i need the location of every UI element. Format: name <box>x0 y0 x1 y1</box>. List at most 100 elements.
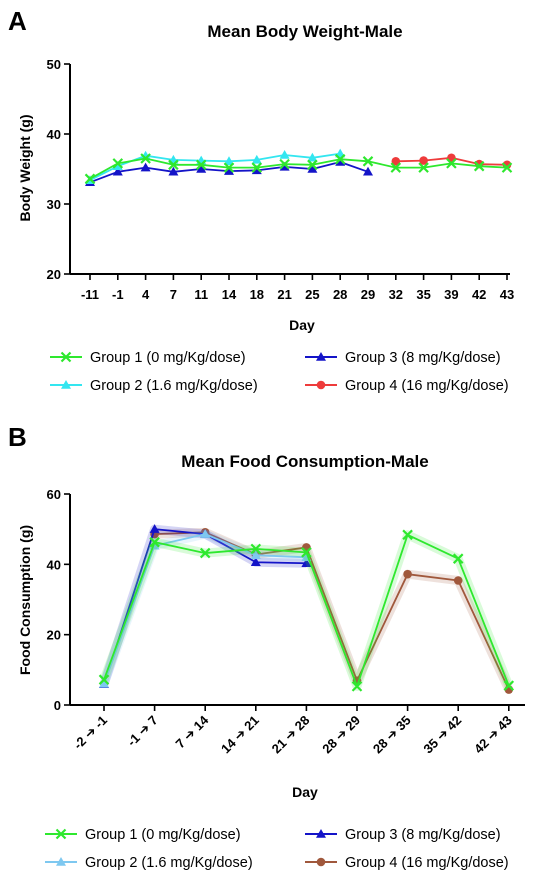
data-point <box>250 543 262 555</box>
x-tick-label: 14 <box>222 287 237 302</box>
x-tick-label: 28 ➔ 35 <box>370 713 414 757</box>
y-tick-label: 20 <box>47 628 61 643</box>
data-point <box>196 164 207 173</box>
x-tick-label: 25 <box>305 287 319 302</box>
data-point <box>307 152 318 162</box>
legend-marker <box>316 352 326 361</box>
panel-a-y-axis-label: Body Weight (g) <box>17 114 33 221</box>
data-point <box>452 553 464 564</box>
x-tick-label: 18 <box>250 287 264 302</box>
x-tick-label: -11 <box>81 287 99 302</box>
data-point <box>307 164 318 173</box>
data-point <box>112 161 123 170</box>
x-tick-label: 32 <box>389 287 403 302</box>
legend-item-3: Group 3 (8 mg/Kg/dose) <box>305 350 501 366</box>
x-tick-label: 21 <box>277 287 291 302</box>
x-tick-label: 7 ➔ 14 <box>173 712 212 751</box>
legend-item-1: Group 1 (0 mg/Kg/dose) <box>45 827 241 843</box>
y-tick-label: 50 <box>47 57 61 72</box>
data-point <box>446 158 457 169</box>
data-point <box>168 159 179 171</box>
legend-label: Group 3 (8 mg/Kg/dose) <box>345 827 501 843</box>
x-tick-label: 42 ➔ 43 <box>471 713 515 757</box>
data-point <box>351 681 363 692</box>
legend-item-4: Group 4 (16 mg/Kg/dose) <box>305 378 509 394</box>
data-point <box>200 529 211 538</box>
series-2 <box>99 529 312 688</box>
data-point <box>307 159 318 171</box>
x-tick-label: -2 ➔ -1 <box>70 713 110 753</box>
data-point <box>251 165 262 175</box>
x-tick-label: -1 <box>112 287 124 302</box>
legend-marker <box>316 380 326 390</box>
panel-a-letter: A <box>8 6 27 36</box>
data-point <box>250 550 261 559</box>
data-point <box>403 569 412 579</box>
panel-a-axes: 20 30 40 50 -11 -1 4 7 11 14 18 21 25 28 29 32 35 39 42 43 <box>47 57 515 302</box>
data-point <box>84 173 96 185</box>
legend-label: Group 1 (0 mg/Kg/dose) <box>85 827 241 843</box>
y-tick-label: 0 <box>54 698 61 713</box>
series-line <box>89 157 508 180</box>
panel-a-title: Mean Body Weight-Male <box>207 22 402 41</box>
legend-label: Group 4 (16 mg/Kg/dose) <box>345 855 509 871</box>
x-tick-label: 21 ➔ 28 <box>269 713 313 757</box>
data-point <box>363 166 373 176</box>
data-point <box>391 157 401 166</box>
panel-b-legend: Group 1 (0 mg/Kg/dose) Group 3 (8 mg/Kg/d… <box>45 827 509 871</box>
data-point <box>149 536 160 548</box>
y-tick-label: 20 <box>47 267 61 282</box>
x-tick-label: 35 <box>416 287 430 302</box>
data-point <box>402 529 413 541</box>
data-point <box>334 153 346 165</box>
series-line <box>154 531 510 690</box>
panel-a-series <box>84 148 513 187</box>
data-point <box>140 162 151 172</box>
data-point <box>501 162 513 173</box>
data-point <box>98 674 110 685</box>
x-tick-label: 39 <box>444 287 458 302</box>
x-tick-label: 7 <box>170 287 177 302</box>
panel-b-series <box>98 524 515 694</box>
data-point <box>390 162 402 173</box>
legend-item-3: Group 3 (8 mg/Kg/dose) <box>305 827 501 843</box>
legend-label: Group 4 (16 mg/Kg/dose) <box>345 378 509 394</box>
panel-b-letter: B <box>8 422 27 452</box>
legend-item-4: Group 4 (16 mg/Kg/dose) <box>305 855 509 871</box>
panel-b-title: Mean Food Consumption-Male <box>181 452 428 471</box>
legend-marker <box>61 380 71 389</box>
data-point <box>140 153 151 164</box>
data-point <box>112 166 123 176</box>
legend-label: Group 1 (0 mg/Kg/dose) <box>90 350 246 366</box>
data-point <box>99 678 109 688</box>
x-tick-label: 42 <box>472 287 486 302</box>
legend-label: Group 3 (8 mg/Kg/dose) <box>345 350 501 366</box>
x-tick-label: -1 ➔ 7 <box>124 713 161 750</box>
panel-a-x-axis-label: Day <box>289 317 315 333</box>
legend-label: Group 2 (1.6 mg/Kg/dose) <box>90 378 258 394</box>
x-tick-label: 29 <box>361 287 375 302</box>
data-point <box>301 547 312 558</box>
data-point <box>279 158 290 170</box>
y-tick-label: 60 <box>47 487 61 502</box>
data-point <box>251 154 262 164</box>
data-point <box>279 161 290 171</box>
panel-b-food-consumption: B Mean Food Consumption-Male Food Consum… <box>8 422 525 871</box>
data-point <box>223 162 235 173</box>
panel-a-body-weight: A Mean Body Weight-Male Body Weight (g) … <box>8 6 514 394</box>
data-point <box>453 576 463 585</box>
y-tick-label: 40 <box>47 127 61 142</box>
data-point <box>301 558 312 568</box>
y-tick-label: 40 <box>47 557 61 572</box>
panel-b-axes: 0 20 40 60 -2 ➔ -1 -1 ➔ 7 7 ➔ 14 14 ➔ 21 21 ➔ 28… <box>47 487 525 756</box>
data-point <box>199 547 211 559</box>
data-point <box>250 557 261 566</box>
data-point <box>195 159 207 171</box>
data-point <box>418 162 429 173</box>
legend-item-2: Group 2 (1.6 mg/Kg/dose) <box>50 378 258 394</box>
x-tick-label: 35 ➔ 42 <box>420 713 464 757</box>
data-point <box>362 156 374 167</box>
data-point <box>419 156 428 165</box>
data-point <box>473 160 485 172</box>
